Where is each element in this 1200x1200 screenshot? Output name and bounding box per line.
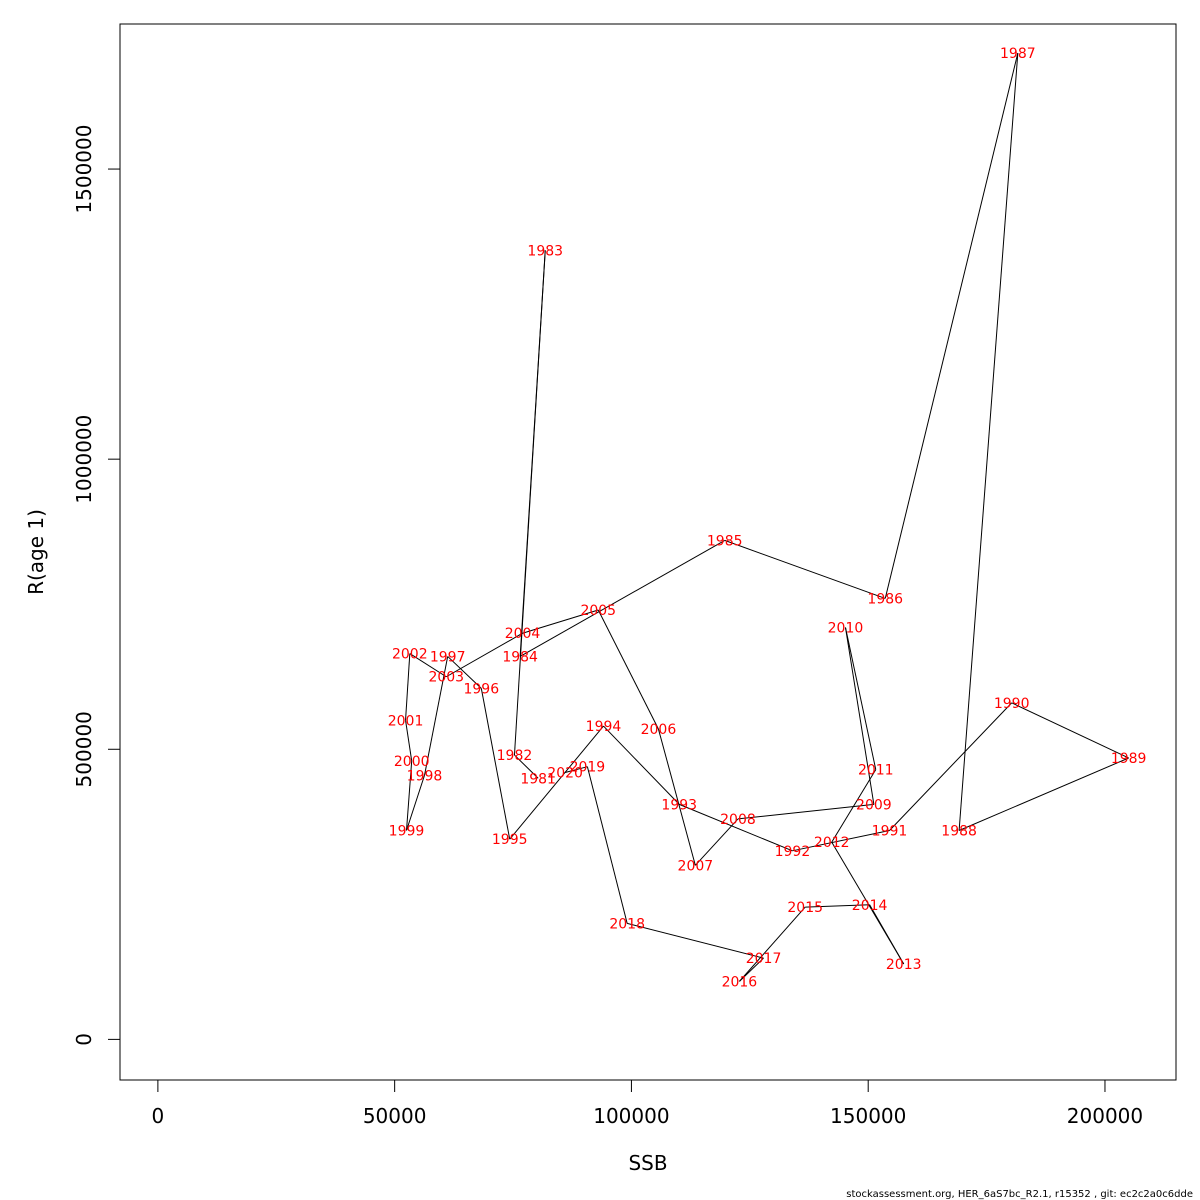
series-segment-2018-2019 — [586, 766, 628, 924]
point-label-2002: 2002 — [392, 647, 428, 663]
series-segment-1999-2000 — [405, 760, 413, 831]
series-segment-2011-2012 — [831, 769, 877, 843]
y-tick-label: 500000 — [72, 711, 96, 787]
point-label-1981: 1981 — [520, 771, 556, 787]
point-label-1987: 1987 — [1000, 46, 1036, 62]
series-segment-2008-2009 — [737, 803, 874, 820]
series-segment-2017-2018 — [627, 922, 764, 959]
series-segment-2019-2020 — [565, 766, 588, 773]
y-axis: 0 500000 1000000 1500000 — [72, 125, 121, 1046]
series-segment-2006-2007 — [657, 728, 696, 866]
point-label-1992: 1992 — [775, 844, 811, 860]
point-label-1988: 1988 — [941, 824, 977, 840]
point-label-1985: 1985 — [707, 533, 743, 549]
point-label-1984: 1984 — [502, 649, 538, 665]
point-label-2019: 2019 — [570, 760, 606, 776]
series-segment-1983-1984 — [519, 250, 546, 657]
point-label-1996: 1996 — [463, 681, 499, 697]
series-segment-2004-2005 — [522, 609, 599, 634]
point-label-1982: 1982 — [497, 748, 533, 764]
point-label-1991: 1991 — [872, 824, 908, 840]
series-segment-2000-2001 — [405, 720, 413, 761]
point-label-2009: 2009 — [856, 797, 892, 813]
x-axis: 0 50000 100000 150000 200000 — [152, 1079, 1143, 1128]
series-segment-1989-1990 — [1011, 702, 1129, 759]
point-label-1994: 1994 — [586, 719, 622, 735]
point-label-1990: 1990 — [994, 696, 1030, 712]
point-label-2016: 2016 — [722, 974, 758, 990]
series-segment-1997-1998 — [423, 656, 449, 776]
series-segment-2002-2003 — [409, 653, 447, 678]
point-label-2017: 2017 — [746, 951, 782, 967]
point-label-1999: 1999 — [389, 824, 425, 840]
series-segment-1998-1999 — [406, 775, 425, 831]
point-label-1989: 1989 — [1111, 751, 1147, 767]
series-segment-2016-2017 — [739, 957, 764, 982]
point-label-2003: 2003 — [428, 670, 464, 686]
point-label-2004: 2004 — [505, 626, 541, 642]
series-segment-2005-2006 — [597, 609, 659, 730]
series-segment-2009-2010 — [844, 627, 875, 805]
series-segment-1987-1988 — [958, 52, 1019, 831]
point-label-2010: 2010 — [828, 620, 864, 636]
series-segment-2015-2016 — [739, 906, 806, 982]
point-label-1995: 1995 — [492, 832, 528, 848]
series-segment-1985-1986 — [724, 539, 886, 599]
series-segment-2013-2014 — [869, 904, 905, 965]
point-label-2008: 2008 — [720, 812, 756, 828]
point-label-2013: 2013 — [886, 957, 922, 973]
point-label-1983: 1983 — [527, 243, 563, 259]
series-segment-1981-1982 — [514, 754, 539, 779]
y-axis-title: R(age 1) — [24, 509, 48, 595]
series-segment-1992-1993 — [679, 803, 793, 852]
series-lines — [405, 52, 1129, 982]
x-axis-title: SSB — [628, 1151, 667, 1175]
point-labels: 1981 1982 1983 1984 1985 1986 1987 1988 1989 1990… — [388, 46, 1147, 990]
point-label-2001: 2001 — [388, 713, 424, 729]
point-label-2014: 2014 — [852, 898, 888, 914]
series-segment-2007-2008 — [694, 818, 739, 866]
x-tick-label: 150000 — [830, 1104, 906, 1128]
point-label-2012: 2012 — [814, 835, 850, 851]
point-label-1993: 1993 — [661, 797, 697, 813]
series-segment-1986-1987 — [884, 52, 1019, 599]
series-segment-1990-1991 — [889, 702, 1013, 831]
point-label-2000: 2000 — [394, 754, 430, 770]
x-tick-label: 50000 — [363, 1104, 427, 1128]
point-label-2006: 2006 — [641, 722, 677, 738]
series-segment-1996-1997 — [447, 656, 482, 689]
series-segment-2014-2015 — [805, 904, 870, 908]
point-label-1997: 1997 — [430, 649, 466, 665]
series-segment-1994-1995 — [509, 725, 604, 840]
y-tick-label: 1500000 — [72, 125, 96, 214]
footer-caption: stockassessment.org, HER_6aS7bc_R2.1, r1… — [846, 1189, 1193, 1200]
plot-frame — [119, 23, 1177, 1081]
point-label-2007: 2007 — [678, 858, 714, 874]
point-label-2005: 2005 — [580, 603, 616, 619]
series-segment-2001-2002 — [405, 653, 411, 721]
x-tick-label: 100000 — [593, 1104, 669, 1128]
series-segment-1988-1989 — [958, 757, 1129, 831]
point-label-2018: 2018 — [609, 916, 645, 932]
x-tick-label: 0 — [152, 1104, 165, 1128]
series-segment-2003-2004 — [446, 632, 523, 678]
point-label-2011: 2011 — [858, 763, 894, 779]
y-tick-label: 0 — [72, 1033, 96, 1046]
point-label-1998: 1998 — [407, 768, 443, 784]
point-label-2020: 2020 — [547, 765, 583, 781]
series-segment-1984-1985 — [519, 539, 725, 657]
series-segment-2010-2011 — [844, 627, 877, 770]
x-tick-label: 200000 — [1067, 1104, 1143, 1128]
series-segment-1991-1992 — [792, 830, 890, 852]
point-label-2015: 2015 — [787, 900, 823, 916]
series-segment-1995-1996 — [480, 688, 511, 840]
series-segment-1993-1994 — [603, 725, 680, 805]
point-label-1986: 1986 — [867, 591, 903, 607]
y-tick-label: 1000000 — [72, 415, 96, 504]
